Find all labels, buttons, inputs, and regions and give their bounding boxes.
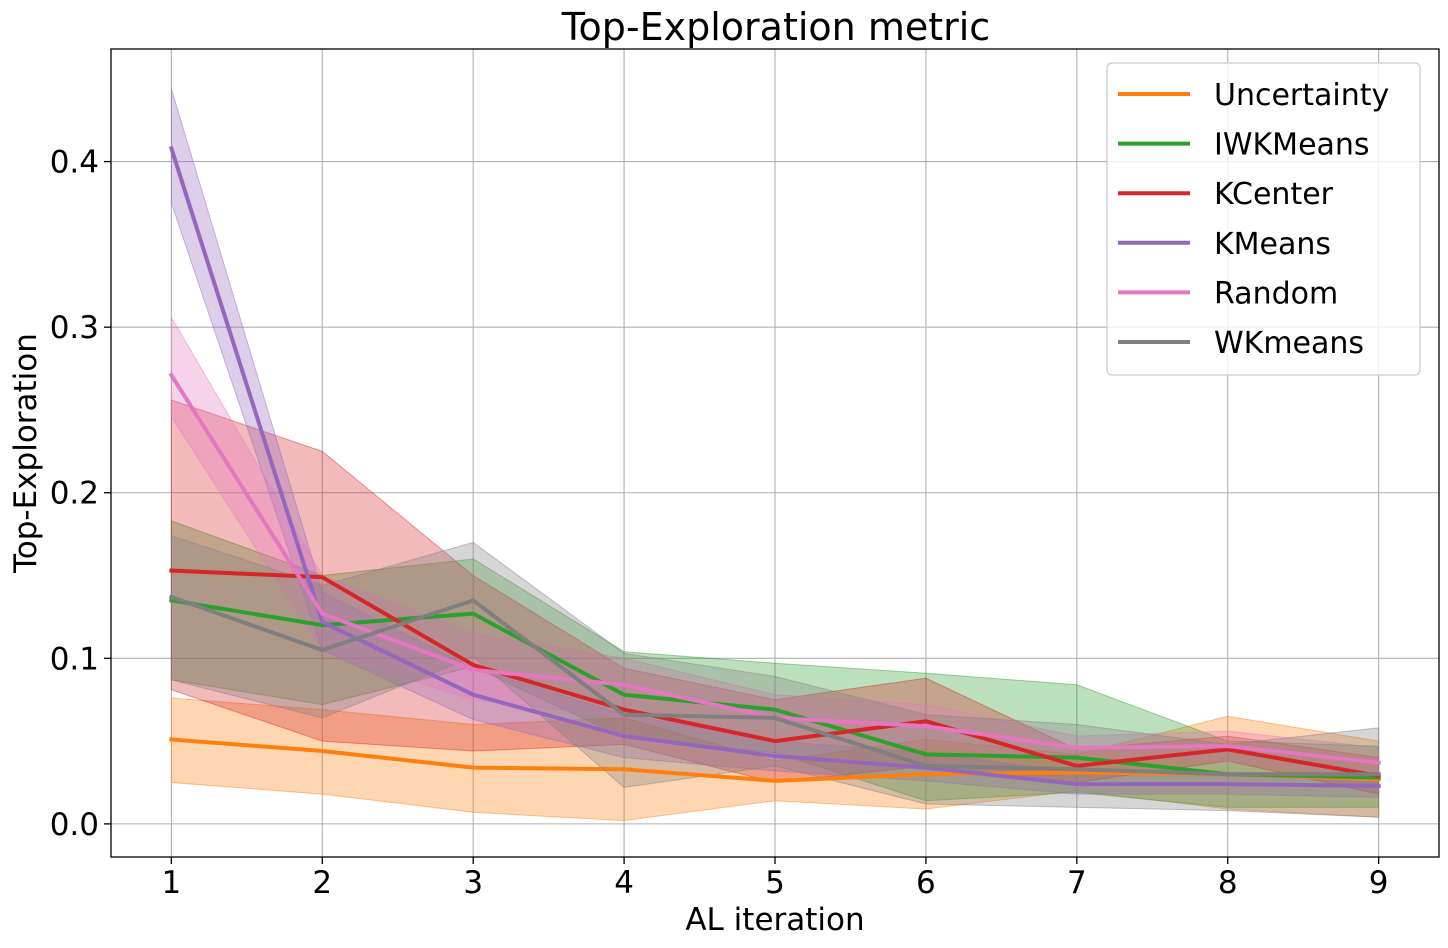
legend-label-kcenter: KCenter: [1214, 177, 1334, 212]
x-axis-label: AL iteration: [685, 902, 864, 938]
line-kcenter: [169, 568, 1381, 779]
band-uncertainty: [170, 697, 1380, 822]
legend-label-wkmeans: WKmeans: [1214, 326, 1364, 361]
x-tick-label: 8: [1218, 865, 1238, 901]
y-tick-label: 0.4: [50, 145, 99, 181]
x-tick-label: 5: [765, 865, 785, 901]
x-tick-label: 7: [1067, 865, 1087, 901]
chart-title: Top-Exploration metric: [561, 5, 990, 49]
y-tick-label: 0.3: [50, 310, 99, 346]
y-tick-label: 0.2: [50, 476, 99, 512]
legend-label-uncertainty: Uncertainty: [1214, 78, 1389, 113]
line-wkmeans: [168, 594, 1381, 777]
y-tick-label: 0.0: [50, 807, 99, 843]
legend-frame: [1106, 62, 1421, 376]
series-lines: [168, 145, 1381, 788]
y-tick-label: 0.1: [50, 641, 99, 677]
x-tick-label: 4: [614, 865, 634, 901]
x-tick-label: 9: [1369, 865, 1389, 901]
grid: [111, 49, 1439, 857]
legend-label-kmeans: KMeans: [1214, 227, 1331, 262]
x-tick-label: 3: [463, 865, 483, 901]
x-tick-label: 6: [916, 865, 936, 901]
x-axis-ticks: 1 2 3 4 5 6 7 8 9: [161, 857, 1389, 901]
y-axis-label: Top-Exploration: [8, 333, 44, 574]
x-tick-label: 1: [161, 865, 181, 901]
legend-label-iwkmeans: IWKMeans: [1214, 128, 1370, 163]
legend: Uncertainty IWKMeans KCenter KMeans Random WK…: [1106, 62, 1421, 376]
line-kmeans: [168, 145, 1381, 788]
x-tick-label: 2: [312, 865, 332, 901]
y-axis-ticks: 0.0 0.1 0.2 0.3 0.4: [50, 145, 111, 843]
line-iwkmeans: [169, 598, 1381, 780]
legend-label-random: Random: [1214, 276, 1338, 311]
